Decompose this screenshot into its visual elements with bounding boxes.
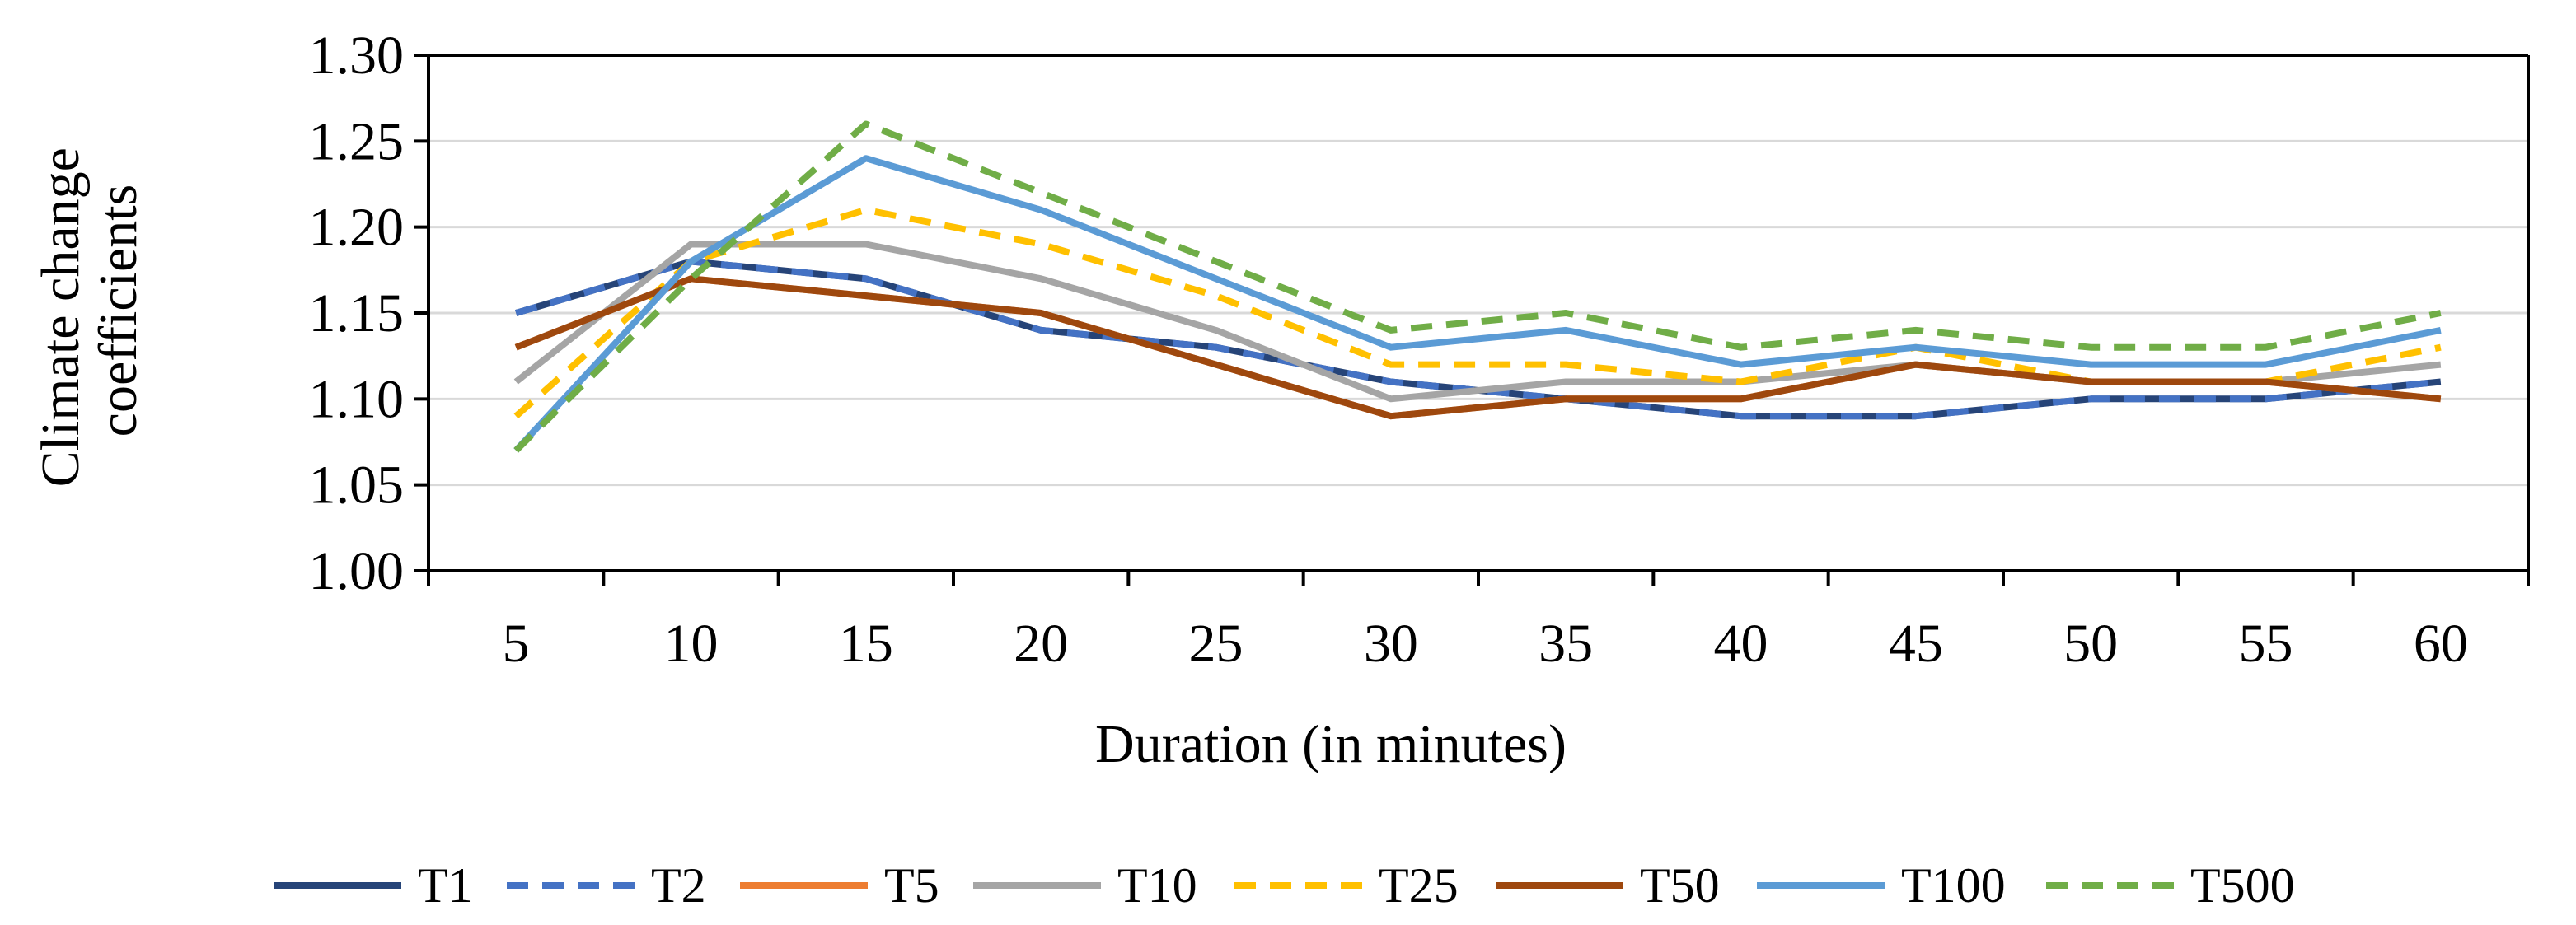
legend-label: T500 — [2190, 858, 2295, 913]
y-axis-title-line-2: coefficients — [88, 185, 148, 437]
y-axis-title: Climate change coefficients — [30, 134, 148, 488]
gridlines — [429, 139, 2528, 487]
legend-item-t5: T5 — [740, 858, 939, 913]
y-tick-labels: 1.00 1.05 1.10 1.15 1.20 1.25 1.30 — [309, 26, 405, 601]
y-tick-label: 1.20 — [309, 198, 405, 258]
y-tick-label: 1.30 — [309, 26, 405, 86]
series-line-t500 — [513, 120, 2442, 453]
legend-label: T50 — [1640, 858, 1720, 913]
y-tick-label: 1.25 — [309, 111, 405, 171]
x-tick-labels: 5 10 15 20 25 30 35 40 45 50 55 60 — [503, 614, 2468, 674]
y-axis-title-line-1: Climate change — [30, 147, 91, 487]
legend-item-t25: T25 — [1234, 858, 1459, 913]
legend-item-t100: T100 — [1757, 858, 2006, 913]
legend-label: T10 — [1117, 858, 1197, 913]
legend-label: T5 — [884, 858, 939, 913]
legend-label: T1 — [418, 858, 473, 913]
legend-label: T100 — [1901, 858, 2006, 913]
y-tick-label: 1.05 — [309, 455, 405, 516]
legend-item-t2: T2 — [507, 858, 706, 913]
legend-label: T25 — [1379, 858, 1459, 913]
x-tick-label: 50 — [2063, 614, 2118, 674]
series-line-t10 — [513, 241, 2442, 403]
series-lines — [513, 120, 2442, 453]
y-tick-label: 1.00 — [309, 541, 405, 601]
x-tick-label: 55 — [2239, 614, 2293, 674]
x-tick-label: 5 — [503, 614, 530, 674]
series-line-t100 — [513, 155, 2442, 453]
x-tick-label: 15 — [839, 614, 893, 674]
axis-titles: Duration (in minutes) Climate change coe… — [30, 134, 1567, 774]
legend-item-t10: T10 — [973, 858, 1197, 913]
legend-label: T2 — [651, 858, 706, 913]
y-tick-label: 1.10 — [309, 369, 405, 429]
x-tick-label: 30 — [1364, 614, 1418, 674]
series-line-t50 — [514, 275, 2442, 420]
x-tick-label: 60 — [2414, 614, 2468, 674]
legend-item-t50: T50 — [1496, 858, 1720, 913]
series-line-t2 — [515, 258, 2442, 420]
x-tick-label: 35 — [1539, 614, 1593, 674]
x-tick-label: 40 — [1714, 614, 1768, 674]
x-axis-title: Duration (in minutes) — [1095, 714, 1567, 774]
x-tick-label: 10 — [664, 614, 719, 674]
legend: T1 T2 T5 T10 T25 T50 T100 T500 — [274, 858, 2295, 913]
legend-item-t500: T500 — [2046, 858, 2295, 913]
x-tick-label: 20 — [1014, 614, 1068, 674]
x-tick-label: 45 — [1889, 614, 1943, 674]
axes — [414, 54, 2530, 586]
legend-item-t1: T1 — [274, 858, 473, 913]
y-tick-label: 1.15 — [309, 283, 405, 343]
x-tick-label: 25 — [1189, 614, 1244, 674]
